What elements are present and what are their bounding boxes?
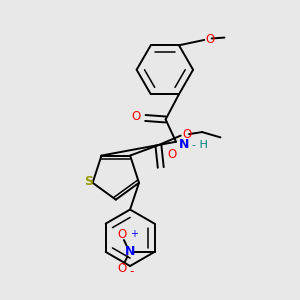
- Text: - H: - H: [192, 140, 208, 150]
- Text: O: O: [182, 128, 191, 141]
- Text: O: O: [117, 262, 126, 275]
- Text: -: -: [130, 265, 134, 278]
- Text: +: +: [130, 229, 138, 239]
- Text: N: N: [125, 245, 135, 258]
- Text: N: N: [178, 138, 189, 151]
- Text: O: O: [132, 110, 141, 123]
- Text: O: O: [206, 33, 215, 46]
- Text: O: O: [167, 148, 176, 161]
- Text: O: O: [117, 229, 126, 242]
- Text: S: S: [84, 175, 93, 188]
